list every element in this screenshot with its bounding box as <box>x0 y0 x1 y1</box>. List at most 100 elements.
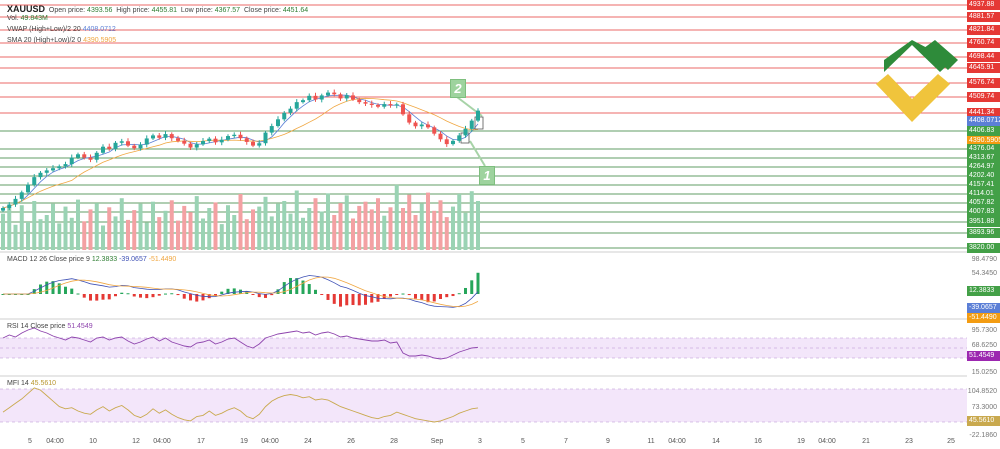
volume-bar <box>413 215 418 250</box>
candle-body <box>413 122 418 127</box>
volume-bar <box>263 196 268 250</box>
mfi-axis-tick: -22.1860 <box>969 432 997 439</box>
volume-bar <box>319 211 324 250</box>
volume-bar <box>63 206 68 250</box>
volume-bar <box>476 201 480 250</box>
candle-body <box>357 99 362 103</box>
price-tag: 4881.57 <box>967 12 1000 22</box>
vwap-line <box>2 94 479 209</box>
volume-bar <box>457 194 462 250</box>
volume-bar <box>244 219 249 250</box>
logo-green-chevron <box>884 40 952 72</box>
macd-legend: MACD 12 26 Close price 9 12.3833 -39.065… <box>7 256 176 263</box>
volume-bar <box>251 209 255 250</box>
time-tick: Sep <box>430 438 444 445</box>
volume-bar <box>144 222 149 250</box>
volume-bar <box>351 218 355 250</box>
price-levels <box>0 4 967 377</box>
volume-bar <box>176 220 180 250</box>
volume-bar <box>282 201 287 250</box>
time-tick: 17 <box>197 438 205 445</box>
time-tick: 3 <box>478 438 482 445</box>
price-tag: 4202.40 <box>967 171 1000 181</box>
symbol-name: XAUUSD <box>7 4 46 14</box>
candle-body <box>388 104 393 106</box>
candle-body <box>476 110 480 121</box>
mfi-band <box>0 389 967 422</box>
vol-value: 49.843M <box>20 15 48 22</box>
volume-bar <box>57 223 62 250</box>
candle-body <box>401 104 405 115</box>
candle-body <box>194 144 199 148</box>
candle-body <box>182 140 187 144</box>
macd-histogram-bar <box>232 288 236 294</box>
time-tick: 11 <box>647 438 655 445</box>
vol-legend: Vol. 49.843M <box>7 15 48 22</box>
time-tick: 19 <box>797 438 805 445</box>
volume-bar <box>32 201 37 250</box>
candle-body <box>457 135 462 141</box>
macd-histogram-bar <box>132 294 136 297</box>
volume-bar <box>426 192 430 250</box>
candle-body <box>213 138 218 143</box>
macd-histogram-bar <box>139 294 142 298</box>
time-tick: 23 <box>905 438 913 445</box>
sma-line <box>2 97 479 209</box>
volume-bar <box>294 190 299 250</box>
macd-histogram-bar <box>145 294 149 299</box>
candle-body <box>363 102 368 104</box>
candle-body <box>63 164 68 167</box>
macd-histogram-bar <box>89 294 92 301</box>
price-tag: 4390.5905 <box>967 136 1000 146</box>
time-tick: 14 <box>712 438 720 445</box>
volume-bar <box>76 199 80 250</box>
time-tick: 04:00 <box>153 438 171 445</box>
price-tag: 4408.0712 <box>967 116 1000 126</box>
candle-body <box>394 104 399 106</box>
time-tick: 26 <box>347 438 355 445</box>
macd-histogram-bar <box>170 293 174 295</box>
logo-green-bar <box>924 40 958 70</box>
macd-histogram-bar <box>439 294 442 299</box>
volume-bar <box>382 215 387 250</box>
candle-body <box>38 172 43 178</box>
volume-bars <box>1 184 480 250</box>
candle-body <box>332 92 337 95</box>
rsi-legend: RSI 14 Close price 51.4549 <box>7 323 93 330</box>
macd-value-2: -39.0657 <box>119 256 147 263</box>
candle-body <box>426 124 430 128</box>
macd-histogram-bar <box>107 294 111 300</box>
macd-histogram-bar <box>464 287 467 294</box>
volume-bar <box>188 212 193 250</box>
volume-bar <box>288 213 293 250</box>
candle-body <box>463 128 468 136</box>
candle-body <box>26 184 30 193</box>
price-tag: 4313.67 <box>967 153 1000 163</box>
volume-bar <box>257 206 262 250</box>
price-tag: 4576.74 <box>967 78 1000 88</box>
mfi-legend: MFI 14 45.5610 <box>7 380 56 387</box>
mfi-panel <box>0 387 967 423</box>
macd-label: MACD 12 26 Close price 9 <box>7 256 90 263</box>
macd-line <box>3 275 479 308</box>
candle-body <box>238 134 243 139</box>
macd-histogram-bar <box>114 294 117 297</box>
volume-bar <box>301 217 305 250</box>
candle-body <box>88 157 93 160</box>
volume-bar <box>7 208 12 250</box>
macd-histogram-bar <box>289 277 292 294</box>
vwap-legend: VWAP (High+Low)/2 20 4408.0712 <box>7 26 116 33</box>
candle-body <box>301 100 305 103</box>
price-tag: 4376.04 <box>967 144 1000 154</box>
moving-averages <box>2 94 486 209</box>
volume-bar <box>213 202 218 250</box>
low-label: Low price: <box>180 7 213 14</box>
candle-body <box>282 112 287 120</box>
candle-body <box>44 170 49 173</box>
candles <box>1 89 480 213</box>
candle-body <box>69 157 74 165</box>
macd-axis-tick: 98.4790 <box>971 256 997 263</box>
candle-body <box>269 126 274 133</box>
macd-axis-tick: 54.3450 <box>971 270 997 277</box>
